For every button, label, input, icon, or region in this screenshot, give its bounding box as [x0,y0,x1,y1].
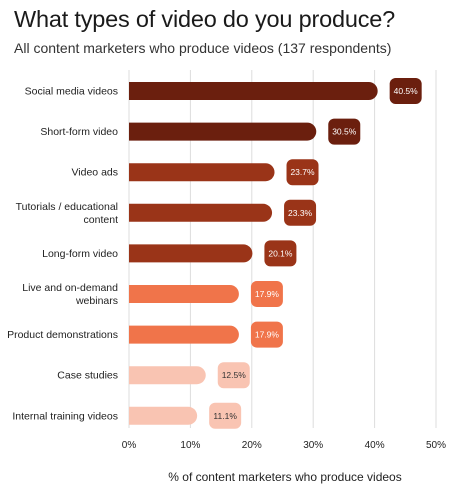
category-label: Tutorials / educational content [16,201,118,226]
data-label-pill [250,281,283,307]
bar [129,325,239,344]
x-tick-label: 50% [426,440,446,451]
x-tick-label: 10% [180,440,200,451]
data-label-pill [264,240,297,267]
bar [129,366,206,385]
data-label-pill [328,118,361,145]
data-label-pill [284,199,317,226]
category-label: Product demonstrations [7,329,118,341]
x-axis-label: % of content marketers who produce video… [168,470,402,484]
category-label: Video ads [71,167,118,179]
data-label: 17.9% [255,289,280,299]
x-tick-label: 40% [365,440,385,451]
chart-subtitle: All content marketers who produce videos… [14,40,392,56]
data-label-pill [250,321,283,348]
data-label: 11.1% [213,411,237,421]
data-label-pill [389,78,422,104]
bar [129,285,239,303]
bar [129,163,275,182]
data-label: 23.3% [288,208,313,218]
bar [129,244,253,263]
category-label: Social media videos [25,86,118,98]
data-label-pill [286,159,319,186]
data-label: 40.5% [394,86,419,96]
data-label: 12.5% [222,370,247,380]
x-tick-label: 20% [242,440,262,451]
x-tick-label: 0% [122,440,137,451]
data-label: 23.7% [290,167,315,177]
category-label: Case studies [57,370,118,382]
data-label-pill [217,362,250,389]
chart-title: What types of video do you produce? [14,6,395,32]
data-label: 30.5% [332,127,357,137]
data-label: 17.9% [255,330,280,340]
bar [129,406,198,425]
category-label: Long-form video [42,248,118,260]
data-label-pill [209,402,242,429]
category-label: Short-form video [40,126,118,138]
x-tick-label: 30% [303,440,323,451]
bar [129,203,273,222]
bar [129,122,317,141]
data-label: 20.1% [268,248,293,258]
bar [129,82,378,100]
category-label: Live and on-demand webinars [22,282,118,307]
category-label: Internal training videos [12,410,118,422]
